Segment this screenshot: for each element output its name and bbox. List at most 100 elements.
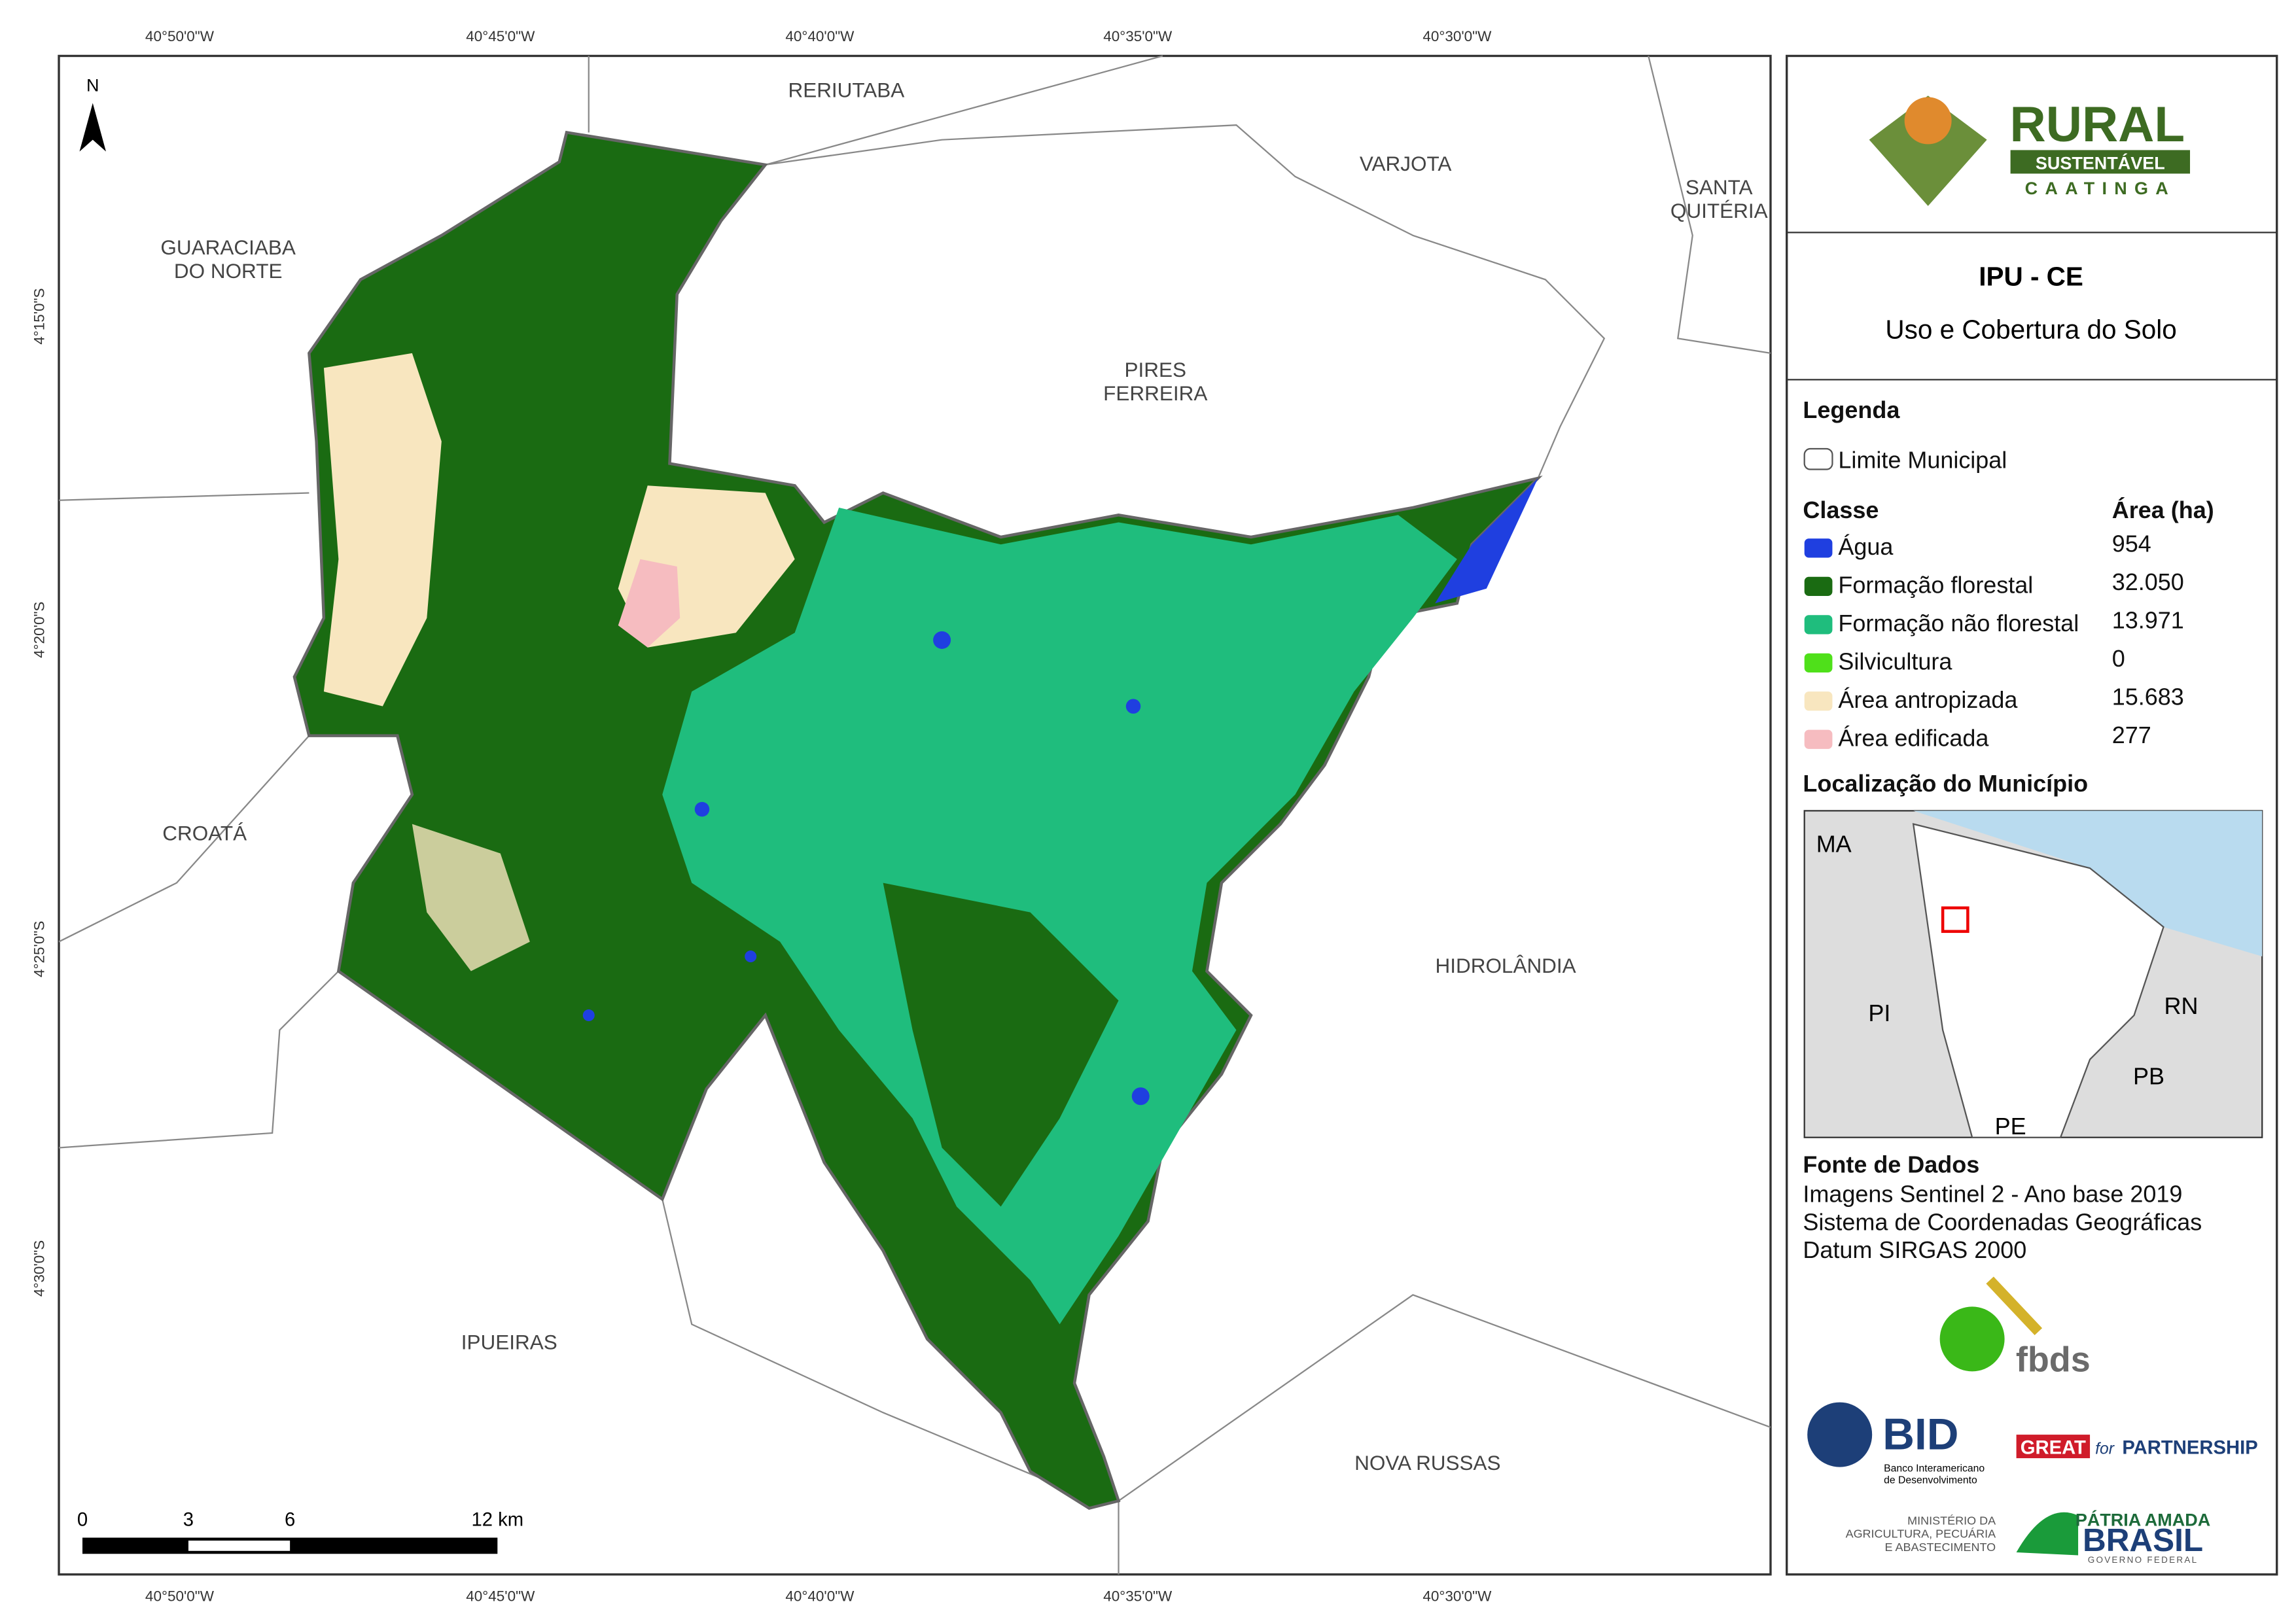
coord-label: 4°30'0"S [31,1240,48,1297]
patria-text: PÁTRIA AMADA [2075,1510,2210,1530]
coord-label: 40°45'0"W [466,28,535,44]
source-line: Imagens Sentinel 2 - Ano base 2019 [1803,1181,2182,1208]
logo-sub: CAATINGA [2025,179,2176,198]
great-partner: PARTNERSHIP [2122,1437,2257,1458]
boundary-label: Limite Municipal [1838,446,2007,473]
anthropic-west [323,353,442,707]
area-header: Área (ha) [2112,497,2214,523]
great-for: for [2095,1440,2115,1457]
logo-emblem [1869,96,1987,206]
place-label: FERREIRA [1103,381,1207,405]
coord-label: 40°40'0"W [785,28,855,44]
brasil-logo [2016,1512,2079,1556]
brasil-text: BRASIL [2083,1522,2203,1558]
place-label: NOVA RUSSAS [1354,1451,1500,1475]
great-box [2016,1435,2091,1459]
class-area: 32.050 [2112,568,2184,595]
class-swatch [1804,653,1833,672]
class-swatch [1804,576,1833,596]
bid-logo [1807,1402,1873,1467]
great-text: GREAT [2021,1437,2086,1458]
north-label: N [86,75,99,95]
coord-label: 40°30'0"W [1422,28,1492,44]
ministry-line: E ABASTECIMENTO [1885,1541,1996,1554]
place-label: PIRES [1125,358,1186,381]
locator-label: PE [1995,1113,2026,1140]
logo-band [2010,150,2191,174]
class-area: 0 [2112,645,2125,672]
place-label: DO NORTE [174,259,283,283]
coord-label: 40°50'0"W [145,28,215,44]
scale-bar [82,1537,498,1554]
locator-label: RN [2164,992,2199,1019]
class-name: Área edificada [1838,724,1988,751]
coord-label: 40°40'0"W [785,1588,855,1604]
class-swatch [1804,691,1833,711]
class-name: Formação florestal [1838,571,2033,598]
place-label: HIDROLÂNDIA [1435,954,1576,977]
class-name: Água [1838,533,1893,560]
class-area: 15.683 [2112,683,2184,710]
scale-label: 0 [77,1510,88,1531]
place-label: IPUEIRAS [461,1331,557,1354]
logo-band-text: SUSTENTÁVEL [2036,153,2165,173]
coord-label: 40°35'0"W [1103,28,1173,44]
bid-text: BID [1882,1410,1958,1459]
scale-label: 12 km [471,1510,523,1531]
coord-label: 40°50'0"W [145,1588,215,1604]
source-line: Sistema de Coordenadas Geográficas [1803,1208,2202,1235]
coord-label: 40°30'0"W [1422,1588,1492,1604]
fbds-logo [1939,1276,2043,1372]
coord-label: 4°15'0"S [31,288,48,344]
bid-sub: Banco Interamericano [1884,1463,1985,1474]
place-label: RERIUTABA [788,78,904,101]
coord-label: 40°45'0"W [466,1588,535,1604]
place-label: GUARACIABA [160,236,295,259]
panel-title: IPU - CE [1979,261,2083,291]
class-area: 277 [2112,722,2151,748]
locator-label: MA [1816,830,1852,857]
class-swatch [1804,615,1833,635]
class-name: Silvicultura [1838,648,1952,674]
panel-subtitle: Uso e Cobertura do Solo [1885,314,2176,344]
nonforest [662,508,1457,1325]
source-line: Datum SIRGAS 2000 [1803,1236,2026,1263]
place-label: QUITÉRIA [1670,199,1768,222]
locator-label: PB [2133,1063,2164,1090]
panel-dividers [1786,232,2277,381]
ministry-line: AGRICULTURA, PECUÁRIA [1846,1527,1996,1541]
anthropic-south [412,824,530,971]
water [1435,478,1538,604]
legend-title: Legenda [1803,396,1900,423]
boundary-swatch [1803,447,1833,470]
ministry-line: MINISTÉRIO DA [1907,1514,1996,1527]
water-bodies [582,631,1150,1106]
class-swatch [1804,729,1833,749]
place-label: SANTA [1686,175,1753,199]
locator-map [1803,810,2263,1138]
class-name: Área antropizada [1838,686,2017,713]
gov-text: GOVERNO FEDERAL [2088,1555,2199,1565]
class-area: 954 [2112,530,2151,557]
scale-label: 3 [183,1510,194,1531]
location-title: Localização do Município [1803,770,2088,797]
north-arrow [79,103,106,152]
locator-label: PI [1868,1000,1890,1026]
class-area: 13.971 [2112,606,2184,633]
coord-label: 4°25'0"S [31,921,48,977]
logo-word: RURAL [2010,97,2185,152]
scale-label: 6 [285,1510,295,1531]
fbds-text: fbds [2016,1340,2091,1379]
class-swatch [1804,538,1833,558]
neighbor-boundaries [58,55,1771,1575]
place-label: CROATÁ [162,821,247,845]
class-name: Formação não florestal [1838,610,2079,637]
forest-patch [883,882,1119,1207]
urban [618,559,680,648]
coord-label: 40°35'0"W [1103,1588,1173,1604]
ipu-landcover [292,130,1543,1510]
coord-label: 4°20'0"S [31,602,48,658]
bid-sub: de Desenvolvimento [1884,1475,1977,1486]
class-header: Classe [1803,497,1879,523]
